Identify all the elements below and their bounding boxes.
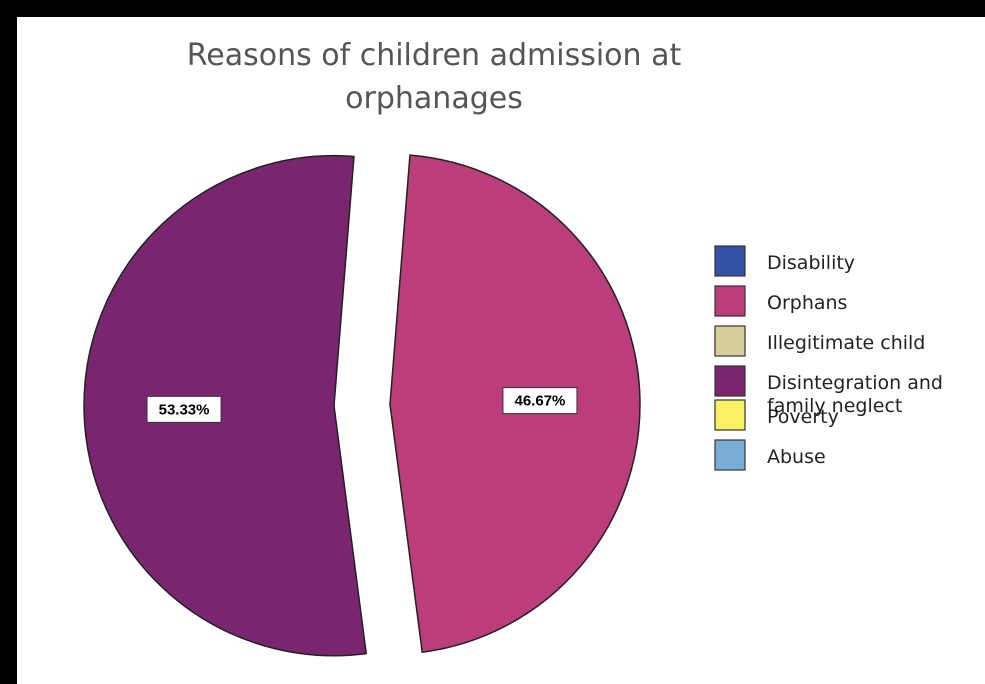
legend-label: Illegitimate child (767, 332, 925, 354)
legend: Disability Orphans Illegitimate child Disin… (714, 245, 943, 471)
legend-label: Abuse (767, 446, 826, 468)
legend-swatch (714, 399, 746, 431)
legend-item-abuse: Abuse (714, 439, 826, 471)
chart-title-line-2: orphanages (345, 81, 523, 116)
svg-text:46.67%: 46.67% (515, 393, 566, 410)
legend-swatch (714, 325, 746, 357)
data-label-disintegration-and-family-neglect: 53.33% (146, 395, 222, 423)
legend-label: Poverty (767, 406, 839, 428)
legend-item-illegitimate-child: Illegitimate child (714, 325, 925, 357)
legend-item-disability: Disability (714, 245, 855, 277)
legend-swatch (714, 439, 746, 471)
legend-label: Disability (767, 252, 855, 274)
legend-item-poverty: Poverty (714, 399, 839, 431)
svg-text:53.33%: 53.33% (159, 401, 210, 418)
legend-swatch (714, 285, 746, 317)
data-label-orphans: 46.67% (502, 387, 578, 415)
legend-swatch (714, 245, 746, 277)
legend-label: Orphans (767, 292, 847, 314)
chart-title-line-1: Reasons of children admission at (187, 38, 682, 73)
legend-swatch (714, 365, 746, 397)
legend-label: Disintegration and family neglect (767, 372, 943, 417)
legend-item-orphans: Orphans (714, 285, 847, 317)
pie-slice-disintegration-and-family-neglect (83, 155, 368, 657)
legend-item-disintegration-and-family-neglect: Disintegration and family neglect (714, 365, 943, 417)
pie-data-labels: 46.67% 53.33% (146, 387, 578, 423)
